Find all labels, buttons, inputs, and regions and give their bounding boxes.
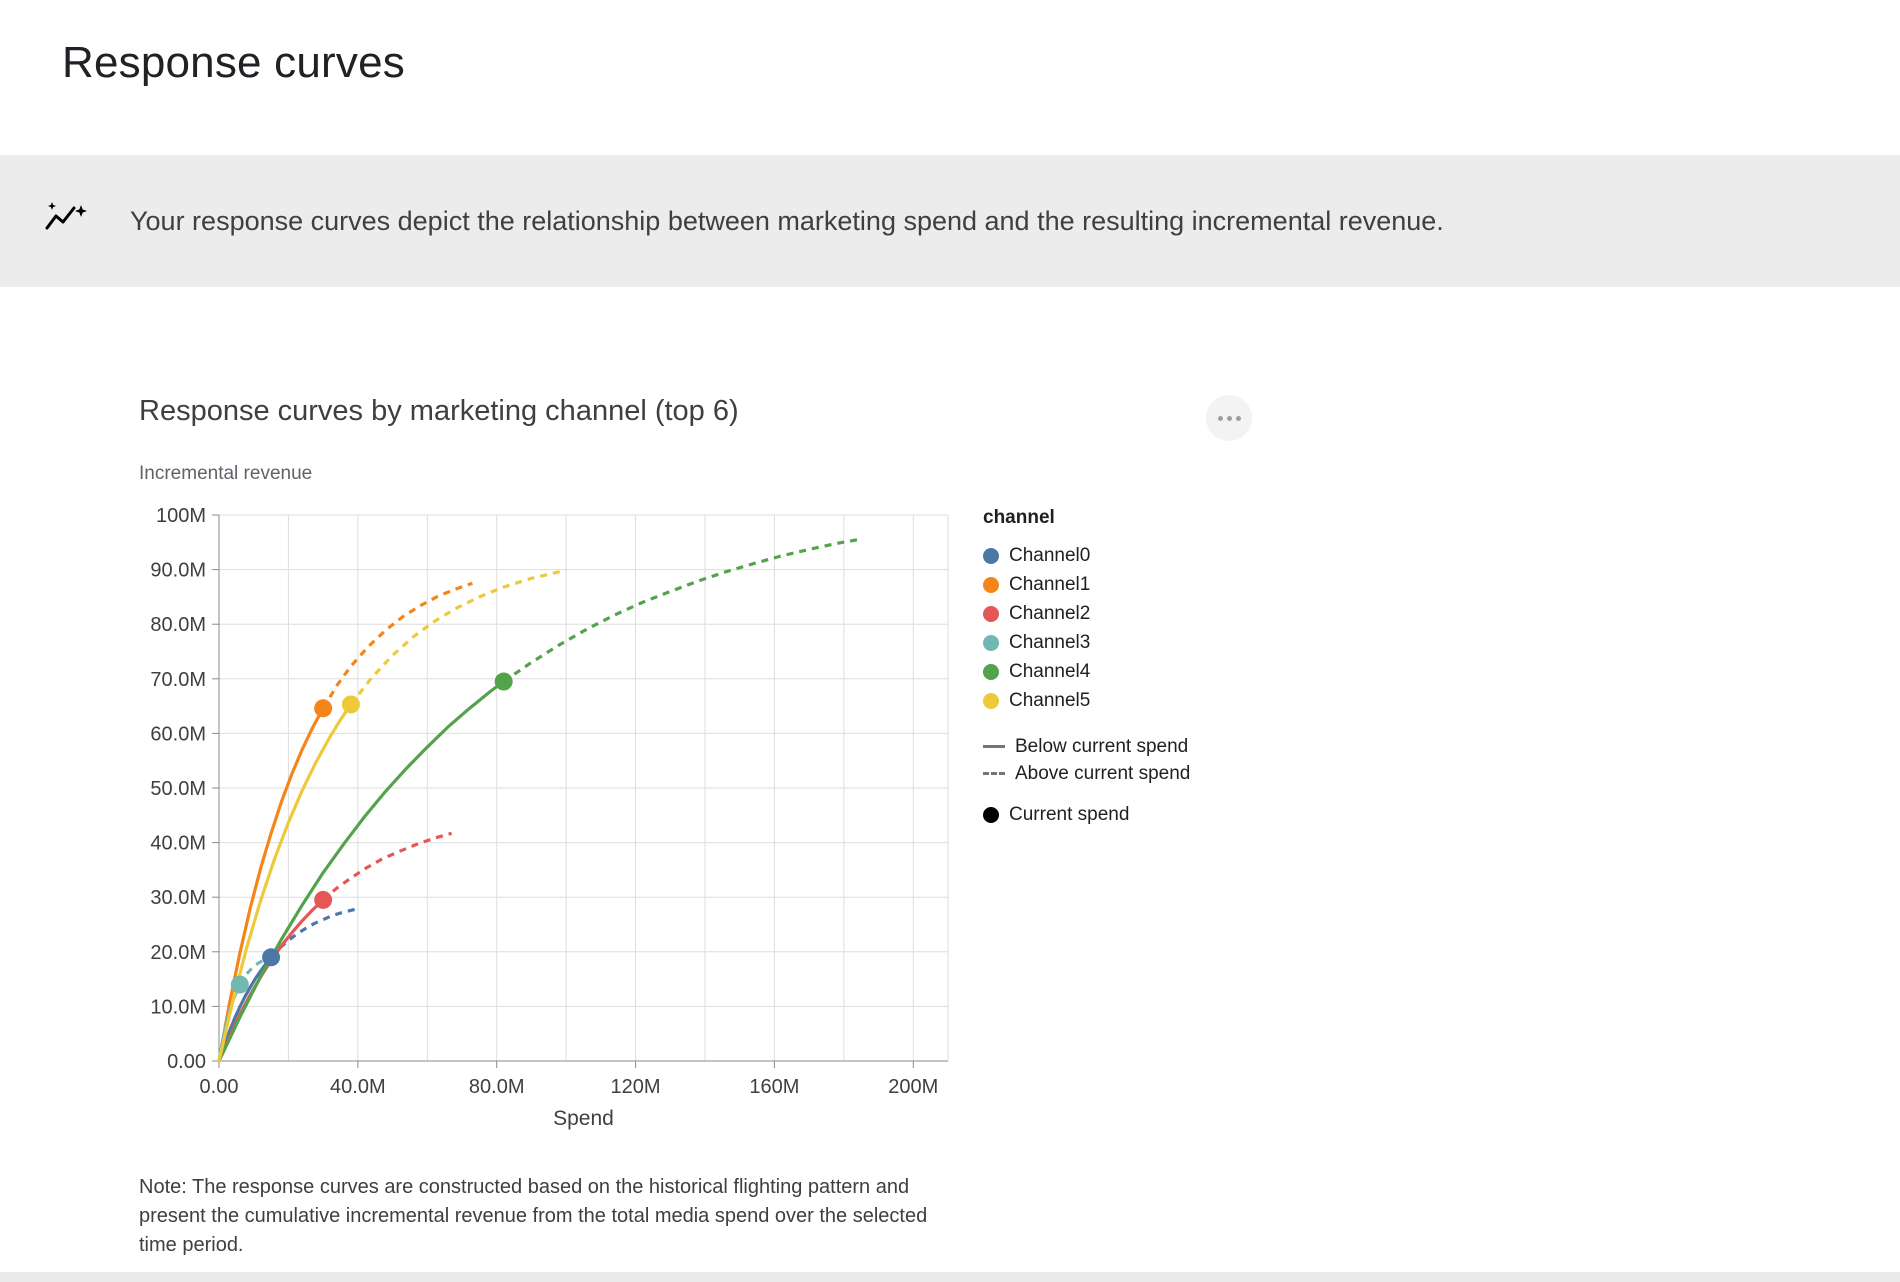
svg-text:200M: 200M <box>888 1076 938 1098</box>
legend-label: Channel4 <box>1009 660 1091 682</box>
legend-color-dot <box>983 692 999 709</box>
svg-text:160M: 160M <box>749 1076 799 1098</box>
chart-card: Response curves by marketing channel (to… <box>0 287 1900 1260</box>
legend-style-label: Below current spend <box>1015 735 1189 757</box>
more-options-icon <box>1226 415 1232 421</box>
legend-entry: Channel2 <box>983 599 1243 628</box>
legend-color-dot <box>983 576 999 593</box>
svg-text:60.0M: 60.0M <box>150 723 206 745</box>
legend-style-entries: Below current spend Above current spend Cu… <box>983 733 1243 828</box>
svg-text:120M: 120M <box>611 1076 661 1098</box>
response-curves-chart[interactable]: 0.00 10.0M 20.0M 30.0M 40.0M 50.0M 60.0M 70.0M 8… <box>131 493 971 1133</box>
more-options-icon <box>1235 415 1241 421</box>
legend-style-label: Above current spend <box>1015 762 1191 784</box>
solid-line-sample <box>983 745 1005 748</box>
legend-label: Channel2 <box>1009 602 1091 624</box>
svg-text:30.0M: 30.0M <box>150 887 206 909</box>
svg-text:40.0M: 40.0M <box>150 833 206 855</box>
svg-text:10.0M: 10.0M <box>150 996 206 1018</box>
svg-text:40.0M: 40.0M <box>330 1076 386 1098</box>
chart-row: 0.00 10.0M 20.0M 30.0M 40.0M 50.0M 60.0M 70.0M 8… <box>131 493 1900 1133</box>
legend-label: Channel5 <box>1009 689 1091 711</box>
svg-text:Spend: Spend <box>553 1107 614 1130</box>
svg-text:20.0M: 20.0M <box>150 942 206 964</box>
chart-menu-button[interactable] <box>1206 395 1252 441</box>
legend-title: channel <box>983 507 1055 528</box>
legend-color-dot <box>983 663 999 680</box>
y-axis-title: Incremental revenue <box>139 463 313 484</box>
legend-entry: Channel0 <box>983 541 1243 570</box>
legend-style-entry: Below current spend <box>983 733 1243 760</box>
info-banner: Your response curves depict the relation… <box>0 155 1900 287</box>
more-options-icon <box>1217 415 1223 421</box>
page-title: Response curves <box>62 38 405 87</box>
svg-text:0.00: 0.00 <box>200 1076 239 1098</box>
banner-text: Your response curves depict the relation… <box>130 205 1444 236</box>
next-section-edge <box>0 1272 1900 1282</box>
legend-color-dot <box>983 547 999 564</box>
legend-label: Channel3 <box>1009 631 1091 653</box>
legend-style-label: Current spend <box>1009 803 1130 825</box>
svg-text:50.0M: 50.0M <box>150 778 206 800</box>
legend-entry: Channel4 <box>983 657 1243 686</box>
legend-entry: Channel1 <box>983 570 1243 599</box>
legend-entry: Channel3 <box>983 628 1243 657</box>
legend-style-entry: Current spend <box>983 801 1243 828</box>
legend-label: Channel1 <box>1009 573 1091 595</box>
chart-header: Response curves by marketing channel (to… <box>139 395 1252 441</box>
legend-color-dot <box>983 605 999 622</box>
chart-title: Response curves by marketing channel (to… <box>139 395 739 427</box>
svg-text:90.0M: 90.0M <box>150 560 206 582</box>
legend-entry: Channel5 <box>983 686 1243 715</box>
legend-style-entry: Above current spend <box>983 760 1243 787</box>
current-spend-dot <box>983 806 999 823</box>
insights-icon <box>44 199 88 244</box>
legend-channel-entries: Channel0 Channel1 Channel2 Channel3 Channel4… <box>983 541 1243 715</box>
dashed-line-sample <box>983 772 1005 775</box>
chart-note: Note: The response curves are constructe… <box>139 1176 928 1256</box>
svg-text:0.00: 0.00 <box>167 1051 206 1073</box>
svg-text:100M: 100M <box>156 505 206 527</box>
svg-text:80.0M: 80.0M <box>150 614 206 636</box>
svg-text:70.0M: 70.0M <box>150 669 206 691</box>
svg-text:80.0M: 80.0M <box>469 1076 525 1098</box>
legend-label: Channel0 <box>1009 544 1091 566</box>
chart-legend: channel Channel0 Channel1 Channel2 Channel3… <box>983 507 1243 828</box>
legend-color-dot <box>983 634 999 651</box>
page-header: Response curves <box>0 0 1900 155</box>
